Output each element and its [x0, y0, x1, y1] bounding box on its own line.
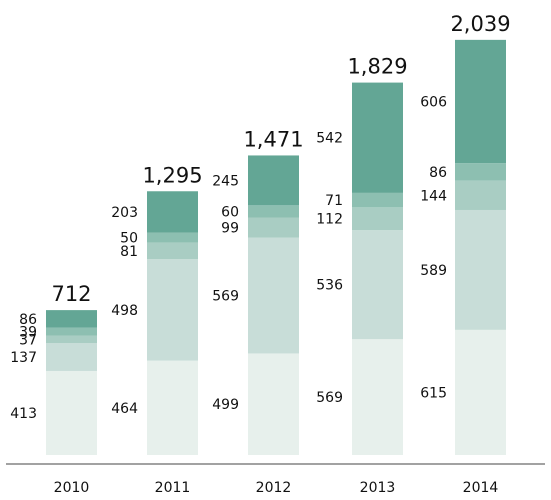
- segment-value-label: 606: [420, 95, 447, 111]
- bar-segment-2011-5: [147, 191, 198, 233]
- bar-total-label: 712: [51, 282, 91, 306]
- segment-value-label: 137: [10, 350, 37, 366]
- segment-value-label: 37: [19, 332, 37, 348]
- segment-value-label: 589: [420, 263, 447, 279]
- bar-segment-2012-5: [248, 155, 299, 206]
- bar-segment-2014-4: [455, 163, 506, 181]
- bar-total-label: 2,039: [450, 12, 510, 36]
- segment-value-label: 203: [111, 205, 138, 221]
- bar-segment-2013-3: [352, 207, 403, 231]
- segment-value-label: 86: [429, 165, 447, 181]
- segment-value-label: 245: [212, 173, 239, 189]
- bar-segment-2014-3: [455, 180, 506, 210]
- bar-segment-2014-2: [455, 209, 506, 330]
- segment-value-label: 39: [19, 325, 37, 341]
- bar-segment-2011-3: [147, 242, 198, 260]
- segment-value-label: 499: [212, 397, 239, 413]
- segment-value-label: 569: [316, 390, 343, 406]
- segment-value-label: 569: [212, 289, 239, 305]
- bar-segment-2012-2: [248, 237, 299, 354]
- bar-segment-2012-1: [248, 353, 299, 455]
- segment-value-label: 60: [221, 204, 239, 220]
- segment-value-label: 498: [111, 303, 138, 319]
- segment-value-label: 99: [221, 221, 239, 237]
- bar-segment-2011-1: [147, 360, 198, 455]
- x-tick-label: 2013: [360, 480, 396, 496]
- bar-segment-2013-1: [352, 339, 403, 455]
- bar-total-label: 1,471: [243, 127, 303, 151]
- bar-segment-2010-2: [46, 343, 97, 371]
- segment-value-label: 413: [10, 406, 37, 422]
- bars-group: [46, 39, 506, 455]
- bar-segment-2012-4: [248, 205, 299, 218]
- segment-value-label: 464: [111, 401, 138, 417]
- bar-segment-2011-4: [147, 232, 198, 243]
- bar-segment-2013-5: [352, 82, 403, 193]
- bar-segment-2010-4: [46, 327, 97, 336]
- bar-segment-2012-3: [248, 217, 299, 238]
- segment-value-label: 615: [420, 385, 447, 401]
- segment-value-label: 86: [19, 312, 37, 328]
- bar-total-label: 1,295: [142, 163, 202, 187]
- bar-segment-2014-1: [455, 329, 506, 455]
- segment-value-label: 536: [316, 278, 343, 294]
- segment-value-label: 112: [316, 212, 343, 228]
- labels-group: 413137373986712201046449881502031,295201…: [10, 12, 510, 496]
- bar-total-label: 1,829: [347, 55, 407, 79]
- bar-segment-2013-4: [352, 192, 403, 208]
- segment-value-label: 71: [325, 193, 343, 209]
- segment-value-label: 542: [316, 131, 343, 147]
- bar-segment-2011-2: [147, 259, 198, 361]
- x-tick-label: 2010: [54, 480, 90, 496]
- x-tick-label: 2011: [155, 480, 191, 496]
- x-tick-label: 2012: [256, 480, 292, 496]
- bar-segment-2010-3: [46, 335, 97, 344]
- bar-segment-2014-5: [455, 39, 506, 164]
- bar-segment-2013-2: [352, 230, 403, 340]
- segment-value-label: 81: [120, 244, 138, 260]
- bar-segment-2010-1: [46, 370, 97, 455]
- bar-segment-2010-5: [46, 310, 97, 328]
- segment-value-label: 50: [120, 231, 138, 247]
- segment-value-label: 144: [420, 188, 447, 204]
- x-tick-label: 2014: [463, 480, 499, 496]
